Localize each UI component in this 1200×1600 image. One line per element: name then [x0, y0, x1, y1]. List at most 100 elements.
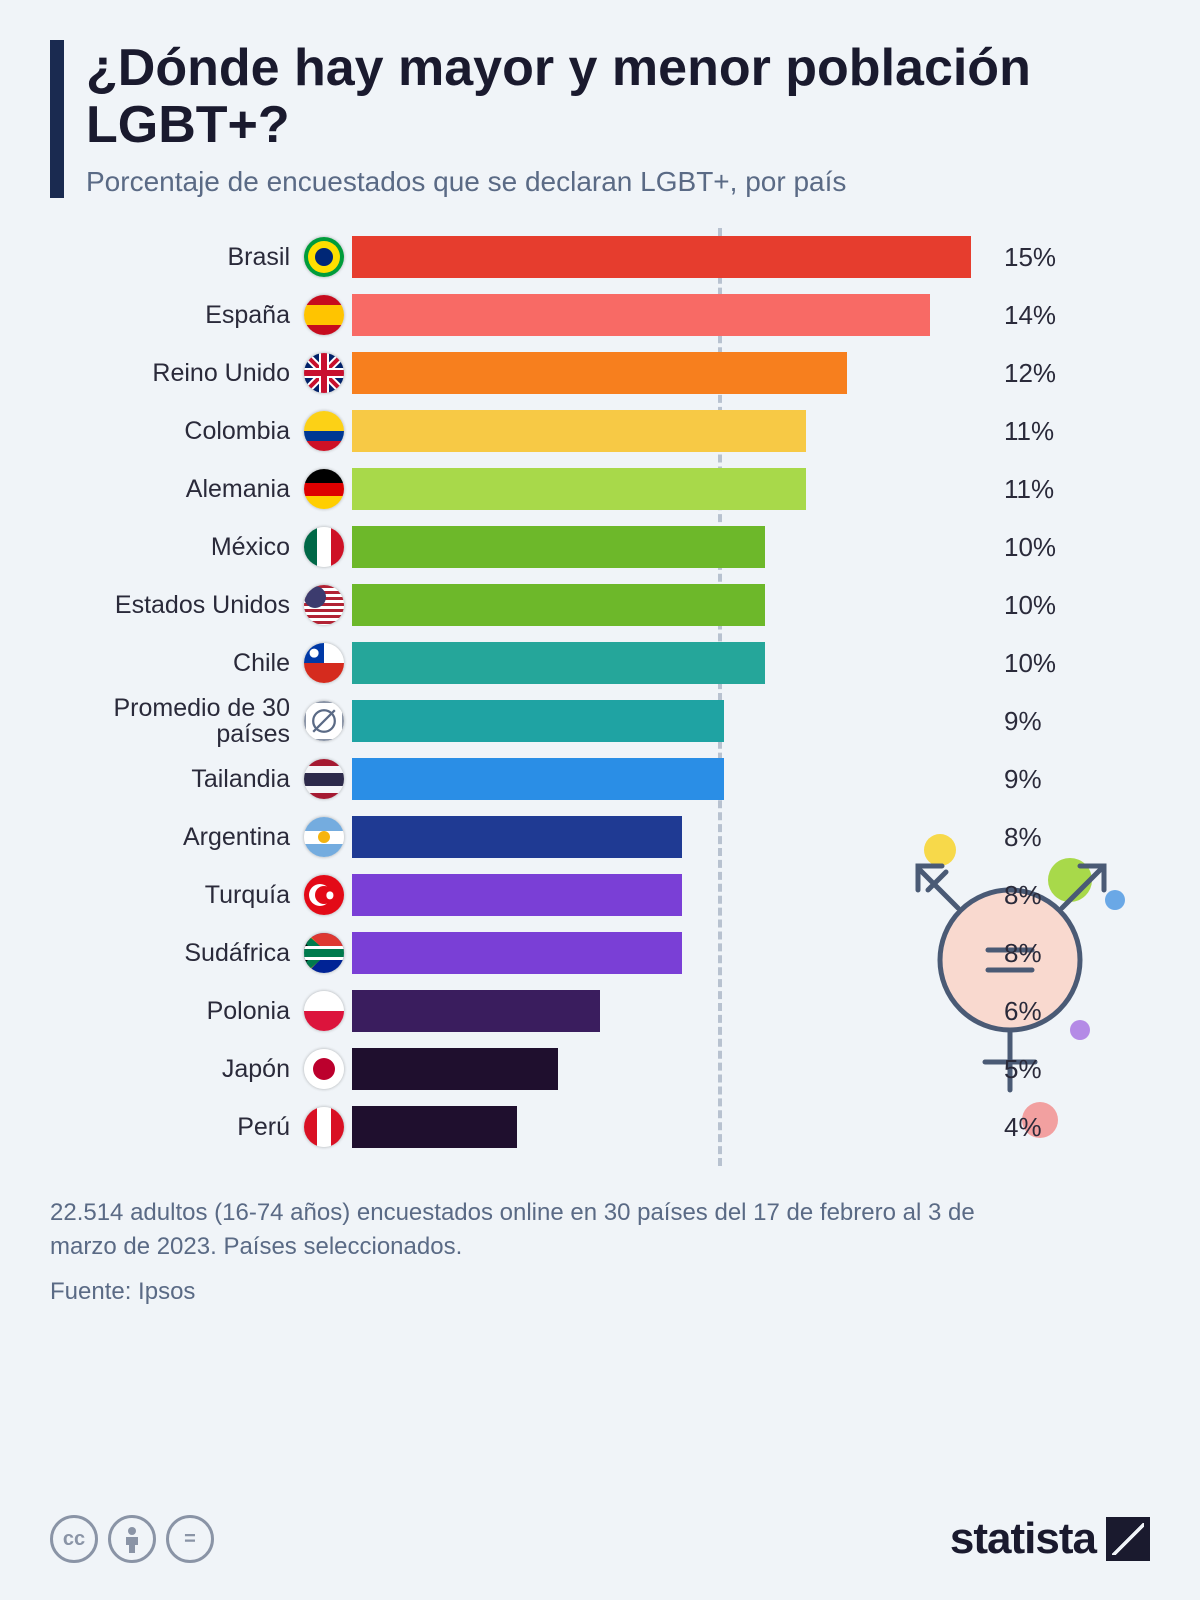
- bar-row: Chile 10%: [60, 634, 1140, 692]
- country-label: Alemania: [60, 476, 300, 502]
- bar: [352, 1048, 558, 1090]
- country-label: Sudáfrica: [60, 940, 300, 966]
- bar-value: 15%: [1004, 242, 1056, 273]
- by-icon: [108, 1515, 156, 1563]
- bar-row: Argentina 8%: [60, 808, 1140, 866]
- flag-icon: [304, 759, 344, 799]
- country-label: Japón: [60, 1056, 300, 1082]
- bar-value: 8%: [1004, 938, 1042, 969]
- flag-icon: [304, 527, 344, 567]
- bar: [352, 758, 724, 800]
- bar-row: Perú4%: [60, 1098, 1140, 1156]
- country-label: Brasil: [60, 244, 300, 270]
- country-label: Colombia: [60, 418, 300, 444]
- flag-icon: [304, 1107, 344, 1147]
- country-label: Polonia: [60, 998, 300, 1024]
- bar: [352, 700, 724, 742]
- country-label: Chile: [60, 650, 300, 676]
- bar: [352, 352, 847, 394]
- title-block: ¿Dónde hay mayor y menor población LGBT+…: [50, 40, 1150, 198]
- flag-icon: [304, 1049, 344, 1089]
- bar-value: 11%: [1004, 416, 1054, 447]
- bar-row: México10%: [60, 518, 1140, 576]
- bar: [352, 526, 765, 568]
- country-label: Argentina: [60, 824, 300, 850]
- bar-row: Promedio de 30 países9%: [60, 692, 1140, 750]
- nd-icon: =: [166, 1515, 214, 1563]
- country-label: España: [60, 302, 300, 328]
- bar-value: 8%: [1004, 880, 1042, 911]
- flag-icon: [304, 295, 344, 335]
- country-label: México: [60, 534, 300, 560]
- bar: [352, 1106, 517, 1148]
- footer: cc = statista: [50, 1514, 1150, 1564]
- bar-track: [352, 874, 992, 916]
- bar-value: 5%: [1004, 1054, 1042, 1085]
- flag-icon: [304, 643, 344, 683]
- flag-icon: [304, 991, 344, 1031]
- country-label: Tailandia: [60, 766, 300, 792]
- chart-title: ¿Dónde hay mayor y menor población LGBT+…: [86, 40, 1150, 154]
- bar-value: 8%: [1004, 822, 1042, 853]
- bar: [352, 236, 971, 278]
- bar-track: [352, 410, 992, 452]
- country-label: Estados Unidos: [60, 592, 300, 618]
- bar-track: [352, 758, 992, 800]
- bar-chart: Brasil 15% España 14% Reino Unido 12% Colombia…: [50, 228, 1150, 1166]
- bar-row: Tailandia 9%: [60, 750, 1140, 808]
- bar-track: [352, 352, 992, 394]
- flag-icon: [304, 353, 344, 393]
- flag-icon: [304, 585, 344, 625]
- bar-value: 14%: [1004, 300, 1056, 331]
- bar: [352, 410, 806, 452]
- country-label: Perú: [60, 1114, 300, 1140]
- bar-row: Turquía 8%: [60, 866, 1140, 924]
- bar-track: [352, 468, 992, 510]
- bar-track: [352, 584, 992, 626]
- footnote: 22.514 adultos (16-74 años) encuestados …: [50, 1196, 1030, 1263]
- bar-row: Estados Unidos 10%: [60, 576, 1140, 634]
- bar-row: Japón 5%: [60, 1040, 1140, 1098]
- bar-track: [352, 1106, 992, 1148]
- country-label: Reino Unido: [60, 360, 300, 386]
- bar-track: [352, 816, 992, 858]
- bar-value: 6%: [1004, 996, 1042, 1027]
- bar: [352, 468, 806, 510]
- bar-value: 12%: [1004, 358, 1056, 389]
- bar-track: [352, 236, 992, 278]
- bar-value: 10%: [1004, 590, 1056, 621]
- bar: [352, 990, 600, 1032]
- bar: [352, 874, 682, 916]
- flag-icon: [304, 237, 344, 277]
- license-icons: cc =: [50, 1515, 214, 1563]
- bar-value: 9%: [1004, 764, 1042, 795]
- bar-row: Colombia 11%: [60, 402, 1140, 460]
- bar-row: Polonia 6%: [60, 982, 1140, 1040]
- bar: [352, 294, 930, 336]
- bar-track: [352, 1048, 992, 1090]
- bar: [352, 816, 682, 858]
- bar-value: 9%: [1004, 706, 1042, 737]
- bar-value: 10%: [1004, 648, 1056, 679]
- country-label: Turquía: [60, 882, 300, 908]
- brand-mark-icon: [1106, 1517, 1150, 1561]
- cc-icon: cc: [50, 1515, 98, 1563]
- brand-name: statista: [950, 1514, 1096, 1564]
- source-label: Fuente: Ipsos: [50, 1278, 1150, 1306]
- flag-icon: [304, 469, 344, 509]
- bar-value: 11%: [1004, 474, 1054, 505]
- bar-row: Sudáfrica 8%: [60, 924, 1140, 982]
- flag-icon: [304, 933, 344, 973]
- bar-track: [352, 642, 992, 684]
- bar-row: Alemania 11%: [60, 460, 1140, 518]
- bar-track: [352, 294, 992, 336]
- flag-icon: [304, 875, 344, 915]
- bar-track: [352, 526, 992, 568]
- bar-track: [352, 932, 992, 974]
- brand-logo: statista: [950, 1514, 1150, 1564]
- bar-row: Brasil 15%: [60, 228, 1140, 286]
- bar: [352, 932, 682, 974]
- flag-icon: [304, 411, 344, 451]
- bar: [352, 642, 765, 684]
- bar: [352, 584, 765, 626]
